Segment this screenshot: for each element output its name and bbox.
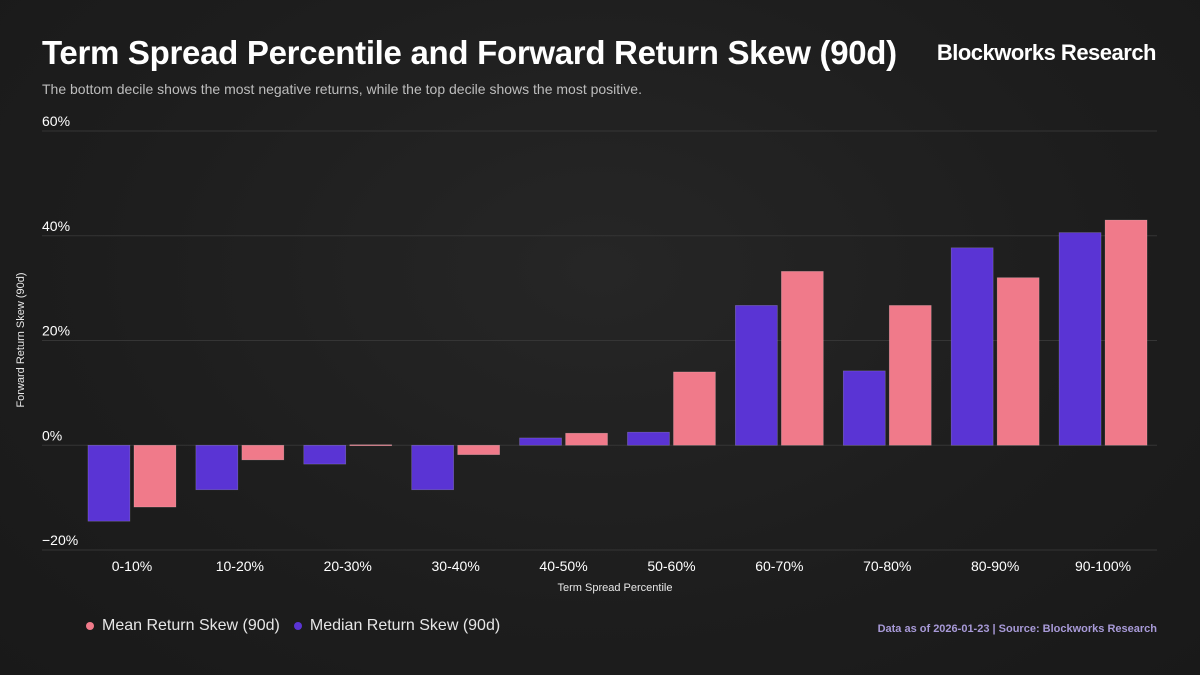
median-bar-60-70%[interactable]	[735, 305, 778, 446]
x-axis-title: Term Spread Percentile	[558, 582, 673, 594]
legend-dot-median	[293, 622, 302, 630]
mean-bar-0-10%[interactable]	[133, 444, 177, 508]
mean-bar-70-80%[interactable]	[888, 305, 932, 446]
mean-bar-30-40%[interactable]	[457, 444, 500, 455]
x-axis-ticks: 0-10% 10-20% 20-30% 30-40% 40-50% 50-60% 60-70…	[112, 558, 1131, 574]
y-tick-label: 0%	[42, 427, 62, 443]
legend-item-median[interactable]: Median Return Skew (90d)	[293, 617, 501, 635]
chart-subtitle: The bottom decile shows the most negativ…	[42, 81, 642, 97]
y-axis-title: Forward Return Skew (90d)	[15, 272, 27, 407]
mean-bar-40-50%[interactable]	[565, 432, 608, 446]
x-tick-label: 0-10%	[112, 558, 152, 574]
y-tick-label: 60%	[42, 113, 70, 129]
mean-bar-20-30%[interactable]	[349, 444, 393, 447]
y-tick-label: 20%	[42, 323, 70, 339]
chart-title: Term Spread Percentile and Forward Retur…	[42, 34, 897, 71]
x-tick-label: 40-50%	[539, 558, 587, 574]
legend-dot-mean	[86, 622, 94, 630]
y-tick-label: −20%	[42, 532, 78, 548]
brand-logo-text: Blockworks Research	[936, 40, 1157, 65]
median-bar-70-80%[interactable]	[842, 370, 886, 446]
legend-label-mean: Mean Return Skew (90d)	[102, 617, 280, 634]
source-footnote: Data as of 2026-01-23 | Source: Blockwor…	[877, 623, 1157, 635]
y-axis-ticks: −20% 0% 20% 40% 60%	[42, 113, 78, 548]
median-bar-80-90%[interactable]	[950, 247, 994, 446]
median-bar-30-40%[interactable]	[411, 444, 454, 491]
mean-bar-90-100%[interactable]	[1104, 219, 1148, 446]
x-tick-label: 60-70%	[755, 558, 803, 574]
x-tick-label: 90-100%	[1075, 558, 1131, 574]
x-tick-label: 20-30%	[324, 558, 372, 574]
legend-item-mean[interactable]: Mean Return Skew (90d)	[86, 617, 280, 635]
x-tick-label: 30-40%	[432, 558, 480, 574]
legend-label-median: Median Return Skew (90d)	[309, 617, 501, 634]
mean-bar-50-60%[interactable]	[673, 371, 716, 446]
mean-bar-10-20%[interactable]	[241, 444, 285, 461]
mean-bar-80-90%[interactable]	[996, 277, 1040, 446]
median-bar-20-30%[interactable]	[303, 444, 347, 465]
bars	[87, 219, 1148, 522]
median-bar-0-10%[interactable]	[87, 444, 131, 522]
median-bar-40-50%[interactable]	[519, 437, 562, 446]
x-tick-label: 50-60%	[647, 558, 695, 574]
median-bar-90-100%[interactable]	[1058, 232, 1102, 446]
x-tick-label: 70-80%	[863, 558, 911, 574]
median-bar-50-60%[interactable]	[627, 431, 670, 446]
x-tick-label: 80-90%	[971, 558, 1019, 574]
mean-bar-60-70%[interactable]	[781, 271, 824, 446]
y-tick-label: 40%	[42, 218, 70, 234]
median-bar-10-20%[interactable]	[195, 444, 239, 491]
x-tick-label: 10-20%	[216, 558, 264, 574]
legend: Mean Return Skew (90d) Median Return Ske…	[86, 617, 500, 635]
